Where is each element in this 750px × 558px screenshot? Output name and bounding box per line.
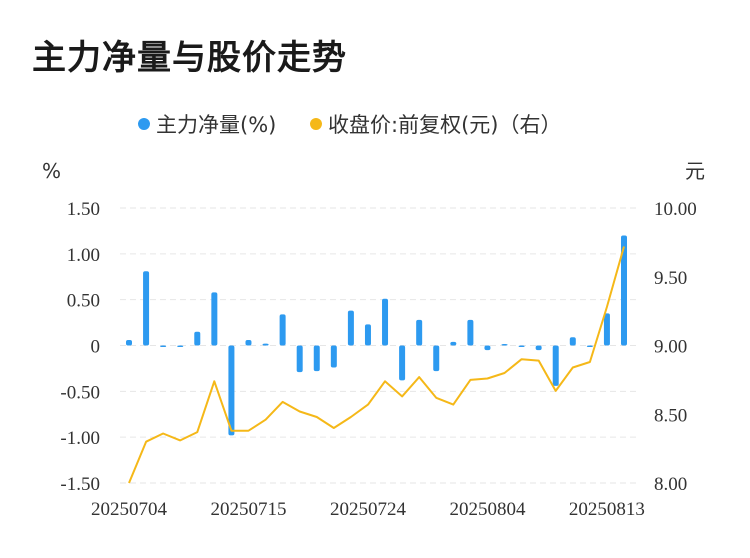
right-tick-label: 8.50 bbox=[654, 405, 687, 426]
left-axis-ticks: 1.50 1.00 0.50 0 -0.50 -1.00 -1.50 bbox=[60, 199, 100, 495]
bar bbox=[433, 345, 440, 372]
bar bbox=[603, 313, 610, 346]
bar bbox=[262, 343, 269, 346]
bar bbox=[296, 345, 303, 373]
right-tick-label: 9.00 bbox=[654, 337, 687, 358]
left-tick-label: -1.50 bbox=[60, 474, 100, 495]
bar bbox=[364, 324, 371, 346]
x-tick-label: 20250704 bbox=[91, 499, 168, 520]
right-axis-unit: 元 bbox=[685, 159, 705, 183]
chart-title: 主力净量与股价走势 bbox=[32, 38, 347, 78]
left-axis-unit: % bbox=[42, 159, 61, 183]
x-tick-label: 20250724 bbox=[330, 499, 407, 520]
bar-series bbox=[126, 235, 627, 436]
bar bbox=[330, 345, 337, 368]
right-tick-label: 9.50 bbox=[654, 268, 687, 289]
right-tick-label: 10.00 bbox=[654, 199, 697, 220]
left-tick-label: 1.50 bbox=[67, 199, 100, 220]
left-tick-label: -0.50 bbox=[60, 382, 100, 403]
bar bbox=[194, 331, 201, 346]
right-axis-ticks: 10.00 9.50 9.00 8.50 8.00 bbox=[654, 199, 697, 495]
price-line bbox=[128, 246, 625, 484]
legend-bar-label: 主力净量(%) bbox=[156, 113, 276, 137]
bar bbox=[518, 345, 525, 347]
bar bbox=[143, 271, 150, 346]
right-tick-label: 8.00 bbox=[654, 474, 687, 495]
bar bbox=[245, 340, 252, 346]
bar bbox=[279, 314, 286, 346]
x-tick-label: 20250804 bbox=[449, 499, 526, 520]
legend-bar-swatch bbox=[138, 118, 150, 130]
bar bbox=[621, 235, 627, 346]
bar bbox=[177, 345, 184, 347]
left-tick-label: 0.50 bbox=[67, 291, 100, 312]
legend-line-swatch bbox=[310, 118, 322, 130]
line-series bbox=[128, 246, 625, 484]
left-tick-label: -1.00 bbox=[60, 428, 100, 449]
bar bbox=[586, 345, 593, 347]
bar bbox=[382, 298, 389, 346]
bar bbox=[450, 341, 457, 346]
bar bbox=[467, 319, 474, 346]
bar bbox=[160, 345, 167, 347]
left-tick-label: 1.00 bbox=[67, 245, 100, 266]
legend: 主力净量(%) 收盘价:前复权(元)（右） bbox=[138, 113, 561, 137]
x-tick-label: 20250715 bbox=[210, 499, 286, 520]
bar bbox=[416, 319, 423, 346]
bar bbox=[313, 345, 320, 372]
bar bbox=[501, 344, 508, 346]
bar bbox=[399, 345, 406, 381]
left-tick-label: 0 bbox=[91, 337, 101, 358]
x-tick-label: 20250813 bbox=[569, 499, 645, 520]
bar bbox=[347, 310, 354, 346]
bar bbox=[228, 345, 235, 436]
legend-line-label: 收盘价:前复权(元)（右） bbox=[328, 113, 561, 137]
x-axis-ticks: 20250704 20250715 20250724 20250804 20250813 bbox=[91, 499, 645, 520]
bar bbox=[535, 345, 542, 351]
bar bbox=[484, 345, 491, 351]
bar bbox=[211, 292, 218, 346]
bar bbox=[569, 337, 576, 346]
bar bbox=[126, 340, 132, 346]
bar bbox=[552, 345, 559, 386]
gridlines bbox=[120, 207, 640, 484]
